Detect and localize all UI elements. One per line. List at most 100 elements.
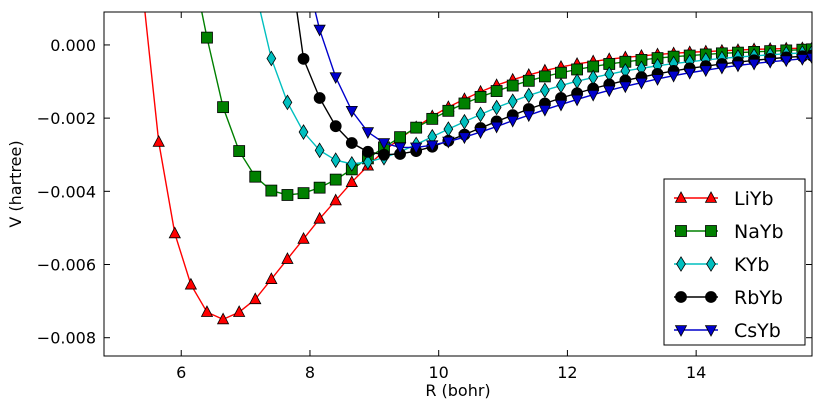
y-tick-label: −0.006	[37, 256, 96, 275]
data-point-kyb	[346, 155, 357, 172]
data-point-nayb	[474, 91, 487, 103]
data-point-nayb	[458, 97, 471, 110]
data-point-nayb	[297, 187, 310, 200]
data-point-csyb	[554, 99, 568, 112]
legend-marker	[704, 325, 718, 337]
data-point-liyb	[297, 231, 310, 244]
legend-marker	[676, 256, 686, 272]
y-tick-label: −0.002	[37, 109, 96, 128]
data-point-liyb	[184, 277, 198, 290]
data-point-nayb	[555, 66, 567, 79]
data-point-csyb	[345, 106, 358, 118]
legend-marker	[675, 225, 687, 237]
legend-label-rbyb: RbYb	[734, 287, 783, 309]
y-axis-label: V (hartree)	[6, 140, 25, 227]
data-point-kyb	[282, 94, 293, 111]
data-point-csyb	[587, 89, 600, 102]
data-point-liyb	[233, 305, 246, 317]
data-point-csyb	[522, 110, 535, 123]
legend-label-nayb: NaYb	[734, 221, 784, 243]
data-point-csyb	[490, 121, 503, 134]
data-point-csyb	[805, 52, 812, 65]
data-point-nayb	[442, 104, 455, 117]
data-point-nayb	[522, 74, 535, 87]
data-point-kyb	[330, 152, 341, 169]
data-point-liyb	[313, 211, 326, 224]
data-point-csyb	[764, 56, 777, 69]
data-point-csyb	[377, 138, 391, 150]
data-point-nayb	[506, 79, 519, 92]
data-point-csyb	[747, 58, 761, 71]
data-point-nayb	[233, 145, 246, 157]
legend-marker	[674, 325, 688, 337]
y-tick-label: −0.004	[37, 182, 96, 201]
legend-marker	[705, 225, 717, 237]
data-point-nayb	[313, 181, 326, 194]
data-point-nayb	[410, 121, 423, 134]
legend-marker	[704, 191, 718, 203]
data-point-kyb	[588, 69, 599, 86]
data-point-csyb	[442, 136, 455, 149]
x-tick-label: 8	[305, 363, 315, 382]
x-tick-label: 10	[429, 363, 449, 382]
y-tick-label: −0.008	[37, 329, 96, 348]
data-point-csyb	[426, 140, 439, 153]
x-tick-label: 12	[557, 363, 577, 382]
data-point-nayb	[538, 70, 551, 83]
data-point-kyb	[475, 106, 486, 123]
data-point-csyb	[393, 142, 407, 155]
data-point-csyb	[699, 65, 712, 78]
legend-marker	[706, 256, 716, 272]
data-point-kyb	[556, 77, 566, 94]
data-point-kyb	[491, 99, 502, 116]
data-point-csyb	[667, 70, 680, 83]
data-point-csyb	[361, 127, 375, 139]
data-point-liyb	[265, 272, 278, 284]
data-point-nayb	[265, 184, 278, 197]
data-point-liyb	[249, 292, 262, 305]
y-axis: 0.000 −0.002 −0.004 −0.006 −0.008	[37, 36, 812, 348]
data-point-liyb	[200, 305, 214, 317]
data-point-liyb	[345, 175, 358, 187]
legend-label-kyb: KYb	[734, 254, 769, 276]
y-tick-label: 0.000	[50, 36, 96, 55]
data-point-kyb	[314, 142, 325, 159]
data-point-csyb	[731, 60, 745, 73]
data-point-nayb	[281, 189, 294, 201]
x-axis: 6 8 10 12 14	[176, 12, 706, 382]
data-point-kyb	[363, 154, 373, 170]
data-point-csyb	[458, 132, 471, 145]
data-point-rbyb	[313, 92, 326, 104]
data-point-liyb	[216, 312, 230, 325]
data-point-csyb	[603, 85, 616, 98]
data-point-nayb	[329, 173, 342, 186]
data-point-nayb	[217, 101, 229, 114]
data-point-liyb	[329, 193, 342, 206]
plot-frame	[103, 11, 813, 357]
data-point-nayb	[490, 85, 503, 97]
data-point-rbyb	[361, 145, 374, 158]
data-point-liyb	[281, 252, 294, 264]
data-point-rbyb	[345, 137, 358, 149]
data-point-kyb	[443, 121, 454, 138]
data-point-csyb	[619, 81, 632, 94]
data-point-csyb	[651, 74, 664, 86]
data-point-kyb	[507, 93, 518, 110]
legend-marker	[674, 191, 688, 203]
data-point-rbyb	[329, 120, 342, 133]
data-point-nayb	[249, 170, 262, 183]
series-line-nayb	[201, 12, 812, 196]
x-axis-label: R (bohr)	[425, 381, 490, 400]
data-point-rbyb	[297, 52, 310, 65]
legend-marker	[705, 291, 717, 303]
data-point-kyb	[540, 82, 550, 99]
data-point-csyb	[506, 115, 519, 128]
x-tick-label: 14	[686, 363, 706, 382]
data-point-liyb	[168, 226, 181, 239]
data-point-liyb	[152, 135, 165, 147]
data-point-kyb	[523, 87, 534, 104]
data-point-csyb	[715, 62, 729, 75]
x-tick-label: 6	[176, 363, 186, 382]
data-point-kyb	[266, 50, 277, 67]
